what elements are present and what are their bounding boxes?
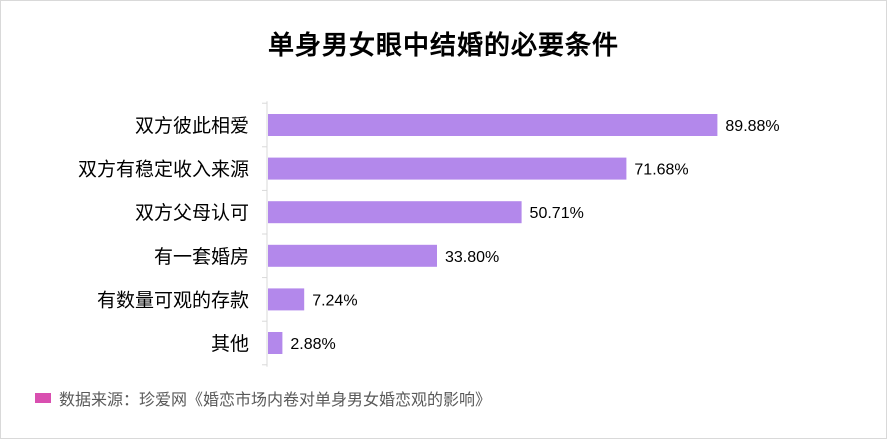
category-label: 其他 [211, 333, 249, 355]
data-label: 7.24% [312, 292, 357, 309]
bar [268, 332, 283, 354]
bar [268, 157, 627, 180]
category-label: 双方有稳定收入来源 [78, 159, 249, 181]
category-label: 双方彼此相爱 [135, 115, 249, 137]
data-label: 50.71% [530, 205, 584, 222]
bar [268, 288, 305, 311]
category-label: 双方父母认可 [135, 202, 249, 224]
source-text: 数据来源：珍爱网《婚恋市场内卷对单身男女婚恋观的影响》 [59, 390, 492, 409]
bar [268, 114, 718, 136]
data-label: 2.88% [290, 336, 335, 353]
chart-title: 单身男女眼中结婚的必要条件 [267, 31, 619, 61]
category-label: 有数量可观的存款 [97, 289, 249, 311]
source-swatch-icon [35, 393, 51, 403]
source-note: 数据来源：珍爱网《婚恋市场内卷对单身男女婚恋观的影响》 [35, 386, 491, 410]
data-label: 89.88% [725, 118, 779, 135]
data-label: 71.68% [634, 162, 688, 179]
data-label: 33.80% [445, 249, 499, 266]
bar [268, 201, 522, 224]
bar [268, 244, 437, 267]
category-label: 有一套婚房 [154, 246, 249, 268]
